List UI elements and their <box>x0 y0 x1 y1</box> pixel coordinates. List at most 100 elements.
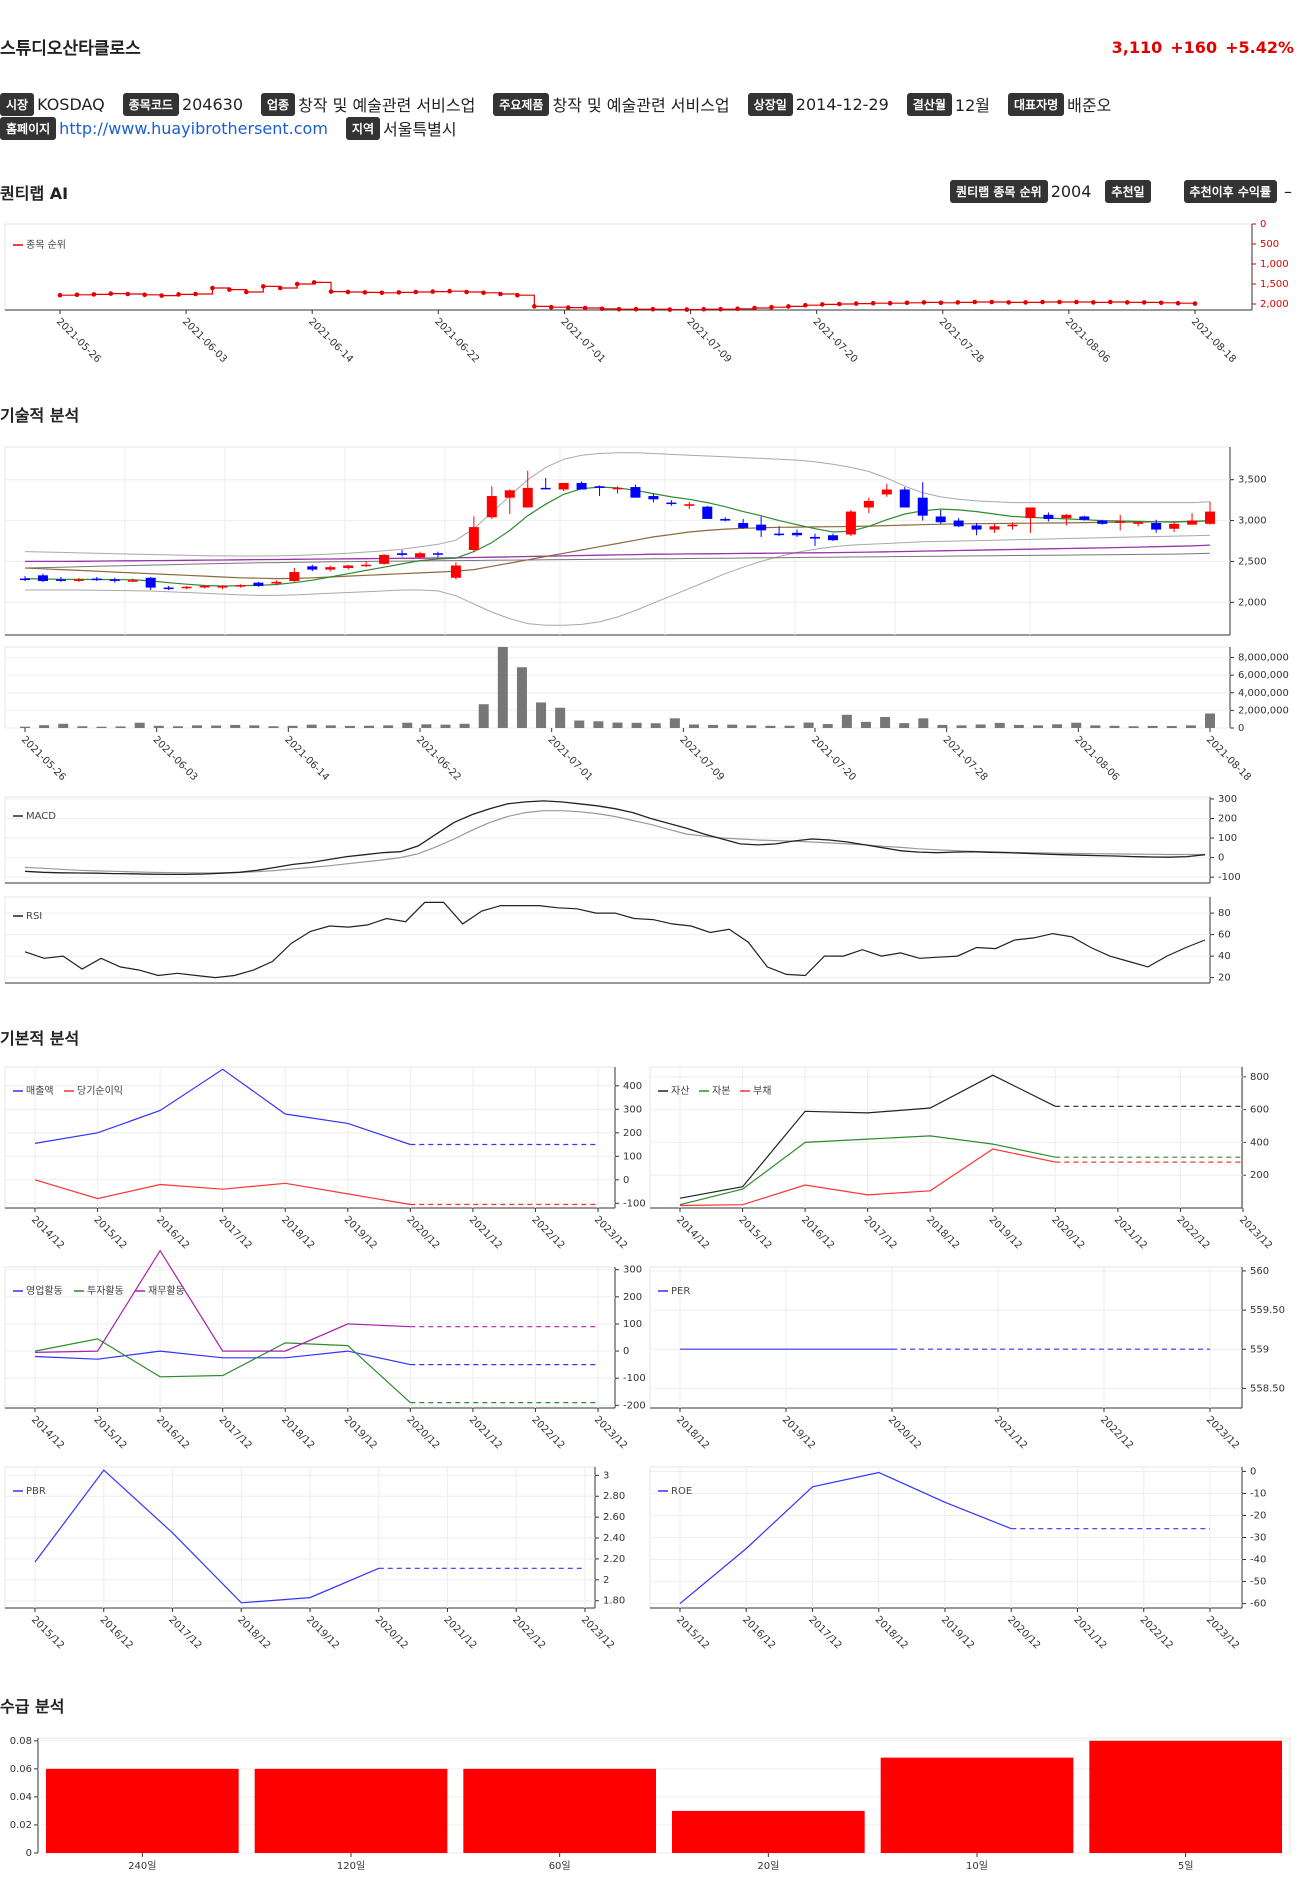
rank-point <box>650 306 656 312</box>
candle-body <box>361 564 372 567</box>
volume-bar <box>765 725 776 728</box>
candle-body <box>145 577 156 588</box>
candle-body <box>594 486 605 488</box>
candle-body <box>558 482 569 490</box>
volume-bar <box>77 726 88 728</box>
bollinger-upper-line <box>24 452 1211 557</box>
rsi-frame <box>4 896 1211 984</box>
per-ytick-label: 559 <box>1250 1344 1269 1355</box>
candle-body <box>450 565 461 578</box>
per-xtick-label: 2023/12 <box>1204 1414 1241 1451</box>
candle-body <box>271 581 282 584</box>
industry-value: 창작 및 예술관련 서비스업 <box>298 96 476 115</box>
rank-point <box>1091 300 1096 305</box>
volume-bar <box>172 726 183 728</box>
roe-xtick-label: 2017/12 <box>806 1614 843 1651</box>
rank-point <box>853 301 859 306</box>
rank-point <box>362 290 368 295</box>
product-badge: 주요제품 <box>493 92 550 116</box>
assets-series-2-line <box>679 1148 1056 1207</box>
rank-point <box>57 292 63 298</box>
macd-ytick-label: 300 <box>1218 794 1237 805</box>
volume-bar <box>822 724 833 728</box>
assets-xtick-label: 2018/12 <box>924 1214 961 1251</box>
volume-bar <box>555 707 566 728</box>
rank-badge: 퀀티랩 종목 순위 <box>950 180 1048 203</box>
rank-point <box>464 289 469 295</box>
volume-bar <box>440 724 451 728</box>
rank-xtick-label: 2021-07-20 <box>811 316 860 365</box>
candle-body <box>415 553 425 558</box>
volume-bar <box>1185 725 1196 728</box>
pbr-xtick-label: 2023/12 <box>579 1614 616 1651</box>
volume-bar <box>880 716 891 728</box>
info-row-1: 시장 KOSDAQ 종목코드 204630 업종 창작 및 예술관련 서비스업 주요제… <box>0 92 1129 116</box>
roe-xtick-label: 2019/12 <box>939 1614 976 1651</box>
assets-series-0-line <box>679 1074 1056 1199</box>
rank-point <box>1175 300 1181 306</box>
candle-body <box>163 587 174 590</box>
candle-body <box>935 516 946 523</box>
rank-xtick-label: 2021-06-03 <box>180 316 229 365</box>
candle-body <box>612 487 623 490</box>
rank-point <box>887 300 893 306</box>
volume-chart: 0 2,000,000 4,000,000 6,000,000 8,000,000 202… <box>4 646 1289 783</box>
vol-xtick-label: 2021-08-18 <box>1204 734 1253 783</box>
pbr-ytick-label: 1.80 <box>603 1596 625 1607</box>
volume-bar <box>841 714 852 728</box>
candle-body <box>738 523 749 528</box>
vol-xtick-label: 2021-06-14 <box>282 734 331 783</box>
section-technical-title: 기술적 분석 <box>0 406 80 425</box>
assets-ytick-label: 200 <box>1250 1170 1269 1181</box>
volume-bar <box>364 725 375 728</box>
rank-point <box>108 291 114 296</box>
candle-body <box>953 520 964 527</box>
supply-category-label: 20일 <box>757 1860 779 1872</box>
candle-body <box>343 565 354 568</box>
rank-point <box>599 306 605 312</box>
rank-point <box>582 305 588 311</box>
candle-body <box>720 518 731 521</box>
homepage-link[interactable]: http://www.huayibrothersent.com <box>59 118 328 138</box>
volume-bar <box>153 725 164 728</box>
rank-point <box>1141 300 1147 305</box>
candle-body <box>1061 514 1072 519</box>
candle-body <box>917 497 928 516</box>
roe-xtick-label: 2015/12 <box>674 1614 711 1651</box>
pbr-ytick-label: 3 <box>603 1470 609 1481</box>
rank-point <box>1006 300 1011 305</box>
cashflow-xtick-label: 2022/12 <box>529 1414 566 1451</box>
section-supply-title: 수급 분석 <box>0 1697 65 1716</box>
pbr-ytick-label: 2.20 <box>603 1554 625 1565</box>
code-value: 204630 <box>181 94 244 114</box>
pbr-ytick-label: 2 <box>603 1575 609 1586</box>
volume-bar <box>134 722 145 728</box>
volume-bar <box>1166 725 1177 728</box>
assets-chart: 200 400 600 800 2014/12 2015/12 2016/12 2017/12… <box>649 1066 1274 1251</box>
candle-body <box>1205 511 1215 524</box>
sales-xtick-label: 2022/12 <box>529 1214 566 1251</box>
volume-bar <box>612 722 623 728</box>
assets-xtick-label: 2023/12 <box>1237 1214 1274 1251</box>
rank-value: 2004 <box>1050 182 1092 201</box>
candle-body <box>432 553 443 555</box>
cashflow-series-2-line <box>34 1249 411 1353</box>
rank-point <box>260 284 266 289</box>
candle-body <box>109 579 120 581</box>
per-ytick-label: 559.50 <box>1250 1305 1285 1316</box>
cashflow-ytick-label: 100 <box>623 1319 642 1330</box>
candle-body <box>468 527 479 550</box>
vol-xtick-label: 2021-05-26 <box>19 734 68 783</box>
rank-point <box>74 292 80 298</box>
rsi-ytick-label: 40 <box>1218 951 1231 962</box>
volume-bar <box>402 722 413 728</box>
assets-legend-label: 자본 <box>712 1085 730 1097</box>
sales-ytick-label: -100 <box>623 1198 646 1209</box>
roe-ytick-label: 0 <box>1250 1466 1256 1477</box>
volume-bar <box>536 702 547 728</box>
ceo-value: 배준오 <box>1067 96 1112 115</box>
volume-bar <box>478 704 489 728</box>
supply-bar <box>1089 1740 1282 1853</box>
rank-point <box>870 300 876 306</box>
industry-badge: 업종 <box>261 92 296 116</box>
